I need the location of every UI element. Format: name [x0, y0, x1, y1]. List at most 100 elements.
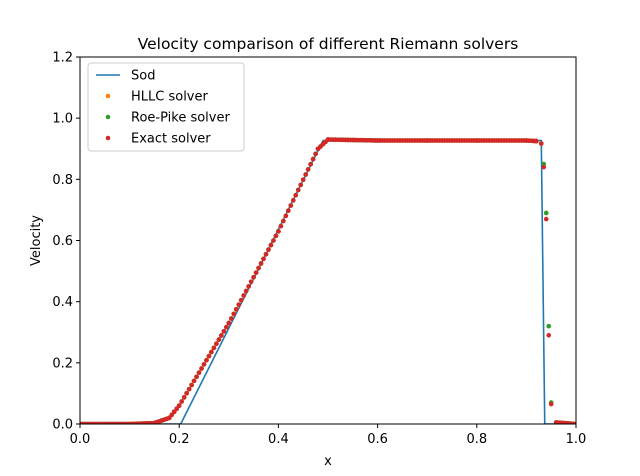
data-point	[214, 341, 219, 347]
y-tick-label: 0.8	[52, 173, 73, 188]
legend-label-roe-pike-solver: Roe-Pike solver	[131, 111, 230, 126]
legend-swatch-hllc-solver	[105, 93, 111, 99]
data-point	[221, 329, 227, 334]
data-point	[181, 395, 187, 400]
data-point	[224, 324, 229, 330]
data-point	[238, 297, 244, 303]
data-point	[196, 370, 202, 375]
data-point	[206, 353, 212, 359]
data-point	[295, 187, 301, 193]
data-point	[268, 242, 274, 248]
data-point	[543, 216, 549, 222]
legend: Sod HLLC solver Roe-Pike solver Exact solve…	[87, 62, 245, 152]
legend-frame	[87, 62, 245, 152]
data-point	[293, 192, 299, 198]
data-point	[261, 256, 266, 262]
y-tick-label: 0.4	[52, 295, 73, 310]
data-point	[313, 151, 318, 157]
data-point	[211, 345, 217, 351]
data-point	[231, 311, 237, 317]
data-point	[271, 238, 276, 243]
x-tick-label: 0.8	[466, 432, 487, 447]
data-point	[546, 323, 552, 329]
data-marks	[80, 137, 576, 424]
data-point	[189, 382, 194, 388]
y-tick-label: 0.2	[52, 356, 73, 371]
data-point	[276, 229, 281, 234]
data-point	[283, 213, 289, 219]
data-point	[233, 307, 239, 312]
data-point	[281, 218, 286, 224]
y-tick-label: 1.0	[52, 112, 73, 127]
data-point	[248, 279, 254, 285]
x-tick-label: 0.4	[268, 432, 289, 447]
data-point	[541, 164, 547, 170]
data-point	[219, 333, 224, 338]
data-point	[166, 415, 172, 421]
data-point	[243, 288, 249, 294]
data-point	[286, 208, 291, 213]
data-point	[226, 320, 232, 326]
y-tick-label: 1.2	[52, 51, 73, 66]
data-point	[169, 412, 175, 418]
data-point	[246, 284, 251, 289]
data-point	[184, 390, 189, 396]
data-point	[236, 302, 242, 308]
x-tick-label: 0.6	[367, 432, 388, 447]
series-points-exact-solver	[80, 137, 576, 424]
data-point	[298, 182, 304, 188]
data-point	[228, 316, 234, 321]
data-point	[305, 167, 311, 172]
x-tick-label: 0.2	[169, 432, 190, 447]
data-point	[300, 177, 306, 183]
chart-title: Velocity comparison of different Riemann…	[138, 35, 519, 53]
legend-swatch-roe-pike-solver	[105, 114, 111, 120]
y-tick-label: 0.0	[52, 418, 73, 433]
data-point	[543, 210, 549, 216]
x-tick-label: 0.0	[70, 432, 91, 447]
data-point	[186, 386, 192, 392]
x-tick-label: 1.0	[566, 432, 587, 447]
data-point	[303, 172, 308, 177]
data-point	[288, 203, 294, 208]
data-point	[174, 406, 180, 412]
legend-label-exact-solver: Exact solver	[131, 132, 211, 147]
data-point	[176, 403, 182, 408]
data-point	[546, 333, 552, 338]
data-point	[534, 138, 539, 144]
data-point	[201, 362, 207, 367]
x-axis-ticks: 0.0 0.2 0.4 0.6 0.8 1.0	[70, 424, 587, 447]
data-point	[216, 337, 222, 342]
data-point	[179, 399, 184, 404]
data-point	[263, 251, 269, 257]
data-point	[256, 265, 261, 271]
data-point	[538, 141, 544, 146]
data-point	[241, 293, 246, 298]
plot-area	[79, 56, 577, 425]
y-axis-ticks: 0.0 0.2 0.4 0.6 0.8 1.0 1.2	[52, 51, 80, 433]
data-point	[209, 349, 214, 355]
y-axis-title: Velocity	[29, 215, 44, 266]
legend-label-hllc-solver: HLLC solver	[131, 90, 209, 105]
y-tick-label: 0.6	[52, 234, 73, 249]
x-axis-title: x	[324, 454, 332, 469]
data-point	[310, 156, 316, 162]
data-point	[273, 233, 279, 239]
data-point	[253, 270, 259, 275]
data-point	[548, 401, 554, 407]
data-point	[308, 161, 313, 167]
data-point	[199, 366, 204, 371]
data-point	[290, 198, 296, 203]
data-point	[251, 274, 256, 280]
data-point	[571, 421, 576, 424]
data-point	[204, 357, 209, 363]
data-point	[258, 261, 264, 266]
legend-label-sod: Sod	[131, 69, 155, 84]
legend-swatch-exact-solver	[105, 135, 111, 141]
data-point	[191, 378, 197, 384]
data-point	[278, 223, 284, 229]
data-point	[194, 374, 199, 380]
data-point	[266, 247, 271, 252]
data-point	[171, 409, 177, 415]
